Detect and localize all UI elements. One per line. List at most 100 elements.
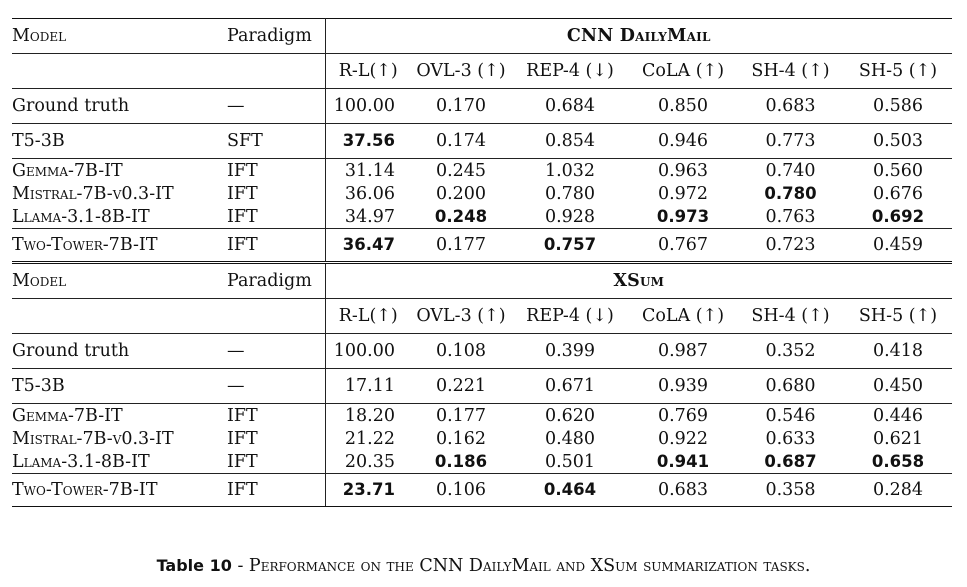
value-cell: 0.780 bbox=[544, 183, 596, 204]
value-cell: 36.06 bbox=[344, 183, 395, 204]
value-cell: 0.767 bbox=[629, 228, 737, 264]
value-cell: 18.20 bbox=[325, 403, 411, 427]
paradigm-cell: IFT bbox=[227, 182, 326, 205]
value-cell: 0.684 bbox=[511, 88, 629, 124]
value-cell: 17.11 bbox=[325, 368, 411, 404]
value-cell: 0.723 bbox=[737, 228, 844, 264]
value-cell: 0.620 bbox=[511, 403, 629, 427]
table-row: Llama-3.1-8B-IT IFT 34.97 0.248 0.928 0.… bbox=[12, 205, 952, 229]
header-row-dataset: Model Paradigm CNN DailyMail bbox=[12, 18, 952, 54]
value-cell: 0.503 bbox=[844, 123, 952, 159]
paradigm-cell: IFT bbox=[227, 473, 326, 507]
value-cell: 34.97 bbox=[344, 206, 395, 227]
value-cell: 0.972 bbox=[657, 183, 709, 204]
model-column-header: Model bbox=[12, 271, 67, 291]
value-cell: 1.032 bbox=[511, 158, 629, 182]
paradigm-cell: IFT bbox=[227, 205, 326, 229]
paradigm-cell: IFT bbox=[227, 403, 326, 427]
metric-header: REP-4 (↓) bbox=[511, 53, 629, 89]
value-cell-best: 0.941 bbox=[656, 451, 710, 471]
value-cell: 0.170 bbox=[411, 88, 511, 124]
value-cell: 0.586 bbox=[844, 88, 952, 124]
value-cell: 0.177 bbox=[411, 403, 511, 427]
caption-text: - Performance on the CNN DailyMail and X… bbox=[237, 556, 811, 576]
table-row: Gemma-7B-IT IFT 31.14 0.245 1.032 0.963 … bbox=[12, 158, 952, 182]
metric-header: OVL-3 (↑) bbox=[411, 298, 511, 334]
value-cell-best: 0.658 bbox=[871, 451, 925, 471]
value-cell: 100.00 bbox=[325, 333, 411, 369]
header-row-metrics: R-L(↑) OVL-3 (↑) REP-4 (↓) CoLA (↑) SH-4… bbox=[12, 298, 952, 334]
value-cell: 21.22 bbox=[344, 428, 395, 449]
value-cell: 100.00 bbox=[325, 88, 411, 124]
value-cell: 31.14 bbox=[325, 158, 411, 182]
metric-header: R-L(↑) bbox=[325, 53, 411, 89]
value-cell: 0.769 bbox=[629, 403, 737, 427]
value-cell: 0.671 bbox=[511, 368, 629, 404]
table-row: Llama-3.1-8B-IT IFT 20.35 0.186 0.501 0.… bbox=[12, 450, 952, 474]
table-row: Gemma-7B-IT IFT 18.20 0.177 0.620 0.769 … bbox=[12, 403, 952, 427]
paradigm-cell: IFT bbox=[227, 228, 326, 264]
value-cell: 0.560 bbox=[844, 158, 952, 182]
model-name: Ground truth bbox=[12, 88, 227, 124]
value-cell: 0.939 bbox=[629, 368, 737, 404]
value-cell: 0.633 bbox=[765, 428, 816, 449]
table-row: Two-Tower-7B-IT IFT 23.71 0.106 0.464 0.… bbox=[12, 473, 952, 507]
value-cell: 0.963 bbox=[629, 158, 737, 182]
metric-header: CoLA (↑) bbox=[629, 53, 737, 89]
paradigm-cell: — bbox=[227, 333, 326, 369]
value-cell-best: 0.687 bbox=[764, 451, 817, 471]
value-cell: 0.621 bbox=[872, 428, 924, 449]
value-cell: 0.501 bbox=[544, 451, 596, 472]
value-cell: 0.946 bbox=[629, 123, 737, 159]
paradigm-cell: IFT bbox=[227, 158, 326, 182]
metric-header: SH-5 (↑) bbox=[844, 53, 952, 89]
value-cell-best: 23.71 bbox=[325, 473, 411, 507]
value-cell: 20.35 bbox=[344, 451, 395, 472]
value-cell: 0.108 bbox=[411, 333, 511, 369]
metric-header: R-L(↑) bbox=[325, 298, 411, 334]
value-cell: 0.200 bbox=[435, 183, 487, 204]
dataset-title: CNN DailyMail bbox=[325, 18, 952, 54]
paradigm-cell: — bbox=[227, 368, 326, 404]
table-row: T5-3B — 17.11 0.221 0.671 0.939 0.680 0.… bbox=[12, 368, 952, 404]
value-cell: 0.850 bbox=[629, 88, 737, 124]
paradigm-column-header: Paradigm bbox=[227, 262, 326, 299]
paradigm-cell: IFT bbox=[227, 427, 326, 450]
model-name: T5-3B bbox=[12, 123, 227, 159]
paradigm-column-header: Paradigm bbox=[227, 18, 326, 54]
model-name: Gemma-7B-IT bbox=[12, 403, 227, 427]
value-cell-best: 36.47 bbox=[325, 228, 411, 264]
value-cell: 0.683 bbox=[737, 88, 844, 124]
paradigm-cell: IFT bbox=[227, 450, 326, 474]
header-row-dataset: Model Paradigm XSum bbox=[12, 262, 952, 299]
value-cell: 0.763 bbox=[765, 206, 816, 227]
dataset-title: XSum bbox=[613, 271, 665, 291]
value-cell-best: 0.248 bbox=[434, 206, 488, 226]
value-cell: 0.358 bbox=[737, 473, 844, 507]
model-name: Two-Tower-7B-IT bbox=[12, 228, 227, 264]
metric-header: SH-4 (↑) bbox=[737, 298, 844, 334]
value-cell-best: 0.186 bbox=[434, 451, 488, 471]
metric-header: SH-5 (↑) bbox=[844, 298, 952, 334]
table-row: Mistral-7B-v0.3-IT IFT 21.22 0.162 0.480… bbox=[12, 427, 952, 450]
value-cell: 0.459 bbox=[844, 228, 952, 264]
value-cell: 0.174 bbox=[411, 123, 511, 159]
value-cell: 0.177 bbox=[411, 228, 511, 264]
value-cell-best: 0.692 bbox=[871, 206, 925, 226]
table-row: Ground truth — 100.00 0.170 0.684 0.850 … bbox=[12, 88, 952, 124]
value-cell-best: 0.757 bbox=[511, 228, 629, 264]
value-cell: 0.922 bbox=[657, 428, 709, 449]
value-cell: 0.680 bbox=[737, 368, 844, 404]
value-cell: 0.399 bbox=[511, 333, 629, 369]
metric-header: OVL-3 (↑) bbox=[411, 53, 511, 89]
value-cell: 0.418 bbox=[844, 333, 952, 369]
metric-header: CoLA (↑) bbox=[629, 298, 737, 334]
value-cell: 0.221 bbox=[411, 368, 511, 404]
model-name: Ground truth bbox=[12, 333, 227, 369]
value-cell: 0.352 bbox=[737, 333, 844, 369]
value-cell: 0.446 bbox=[844, 403, 952, 427]
value-cell: 0.284 bbox=[844, 473, 952, 507]
paradigm-cell: — bbox=[227, 88, 326, 124]
value-cell: 0.480 bbox=[544, 428, 596, 449]
value-cell: 0.773 bbox=[737, 123, 844, 159]
